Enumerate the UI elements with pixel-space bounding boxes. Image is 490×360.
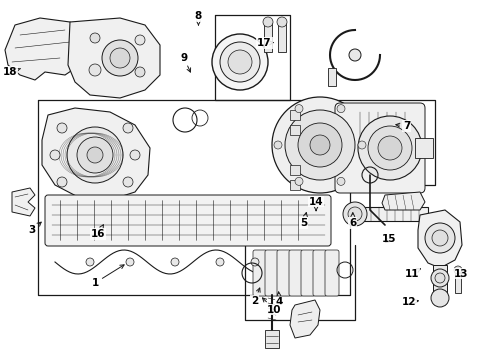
Circle shape: [110, 48, 130, 68]
Circle shape: [343, 202, 367, 226]
Circle shape: [171, 258, 179, 266]
Circle shape: [298, 123, 342, 167]
Circle shape: [123, 123, 133, 133]
Text: 12: 12: [401, 297, 418, 307]
FancyBboxPatch shape: [265, 250, 279, 296]
Circle shape: [89, 64, 101, 76]
Bar: [433, 265, 447, 300]
Polygon shape: [418, 210, 462, 268]
Polygon shape: [5, 18, 85, 80]
FancyBboxPatch shape: [45, 195, 331, 246]
Bar: [348, 207, 428, 221]
Circle shape: [277, 17, 287, 27]
Bar: [328, 68, 336, 86]
Polygon shape: [12, 188, 35, 216]
Circle shape: [67, 127, 123, 183]
FancyBboxPatch shape: [313, 250, 327, 296]
Circle shape: [220, 42, 260, 82]
Text: 16: 16: [91, 225, 105, 239]
Circle shape: [123, 177, 133, 187]
Text: 14: 14: [309, 197, 323, 211]
FancyBboxPatch shape: [335, 103, 425, 193]
Circle shape: [86, 258, 94, 266]
Text: 15: 15: [382, 234, 397, 244]
Text: 17: 17: [257, 38, 273, 48]
FancyBboxPatch shape: [277, 250, 291, 296]
Text: 4: 4: [275, 292, 283, 307]
Circle shape: [454, 266, 462, 274]
Bar: [278, 22, 286, 52]
Circle shape: [126, 258, 134, 266]
Circle shape: [432, 230, 448, 246]
Text: 3: 3: [28, 222, 41, 235]
Circle shape: [272, 97, 368, 193]
Text: 13: 13: [453, 269, 468, 279]
Circle shape: [431, 269, 449, 287]
Text: 5: 5: [300, 212, 307, 228]
Circle shape: [431, 289, 449, 307]
Circle shape: [251, 258, 259, 266]
Text: 9: 9: [180, 53, 191, 72]
Circle shape: [212, 34, 268, 90]
Circle shape: [135, 35, 145, 45]
Circle shape: [285, 110, 355, 180]
Circle shape: [378, 136, 402, 160]
Circle shape: [274, 141, 282, 149]
Circle shape: [102, 40, 138, 76]
Text: 7: 7: [396, 121, 411, 131]
Circle shape: [368, 126, 412, 170]
Text: 8: 8: [195, 11, 202, 25]
Circle shape: [216, 258, 224, 266]
FancyBboxPatch shape: [289, 250, 303, 296]
Text: 1: 1: [92, 265, 124, 288]
Polygon shape: [42, 108, 150, 200]
Circle shape: [130, 150, 140, 160]
Circle shape: [337, 177, 345, 185]
Text: 6: 6: [349, 213, 356, 228]
Polygon shape: [290, 300, 320, 338]
Polygon shape: [355, 108, 415, 140]
Circle shape: [295, 105, 303, 113]
Bar: [415, 138, 433, 158]
Text: 18: 18: [2, 67, 21, 77]
Circle shape: [337, 105, 345, 113]
Bar: [290, 180, 300, 190]
Circle shape: [348, 207, 362, 221]
Circle shape: [77, 137, 113, 173]
Bar: [265, 330, 279, 348]
Bar: [455, 268, 461, 293]
Circle shape: [135, 67, 145, 77]
Bar: [290, 165, 300, 175]
Text: 11: 11: [404, 269, 420, 279]
Circle shape: [57, 177, 67, 187]
Polygon shape: [68, 18, 160, 98]
Bar: [264, 22, 272, 52]
Circle shape: [310, 135, 330, 155]
Circle shape: [435, 273, 445, 283]
Circle shape: [295, 177, 303, 185]
Polygon shape: [382, 192, 425, 210]
Text: 10: 10: [263, 298, 282, 315]
FancyBboxPatch shape: [325, 250, 339, 296]
Circle shape: [358, 116, 422, 180]
Circle shape: [50, 150, 60, 160]
Circle shape: [349, 49, 361, 61]
Circle shape: [358, 141, 366, 149]
Bar: [290, 125, 300, 135]
Text: 2: 2: [251, 288, 260, 306]
Circle shape: [90, 33, 100, 43]
FancyBboxPatch shape: [301, 250, 315, 296]
Circle shape: [228, 50, 252, 74]
Circle shape: [87, 147, 103, 163]
Circle shape: [57, 123, 67, 133]
Circle shape: [263, 17, 273, 27]
FancyBboxPatch shape: [253, 250, 267, 296]
Circle shape: [425, 223, 455, 253]
Bar: [290, 110, 300, 120]
